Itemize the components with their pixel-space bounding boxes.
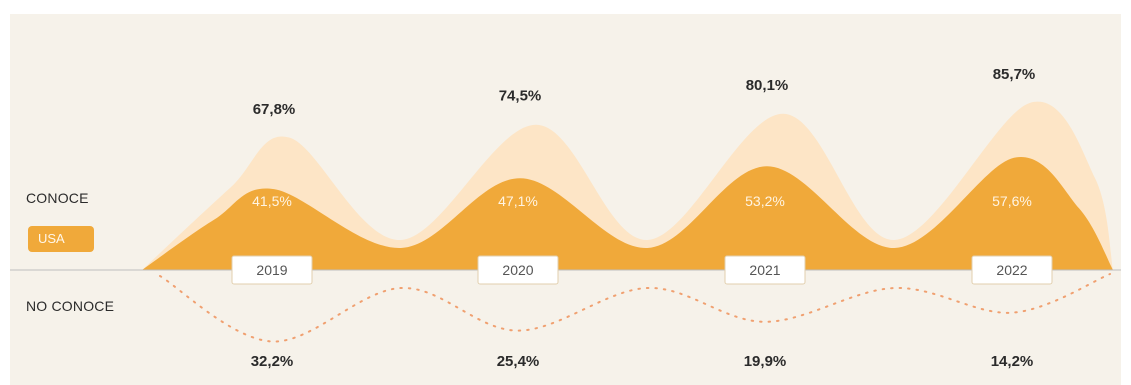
conoce-label: CONOCE xyxy=(26,190,89,206)
year-box-2021 xyxy=(724,255,806,285)
year-label-2021: 2021 xyxy=(749,262,780,278)
conoce-total-label-2021: 80,1% xyxy=(746,77,789,94)
conoce-total-label-2019: 67,8% xyxy=(253,101,296,118)
year-box-2020 xyxy=(477,255,559,285)
series-conoce-total-area xyxy=(142,101,1113,270)
no-conoce-value-label-2019: 32,2% xyxy=(251,353,294,370)
series-no-conoce-line xyxy=(159,273,1111,343)
chart-frame: 67,8% 41,5% 2019 32,2% 74,5% 47,1% 2020 25,4% 80… xyxy=(10,14,1121,385)
usa-value-label-2019: 41,5% xyxy=(252,193,292,209)
year-label-2020: 2020 xyxy=(502,262,533,278)
usa-value-label-2022: 57,6% xyxy=(992,193,1032,209)
usa-value-label-2021: 53,2% xyxy=(745,193,785,209)
year-label-2019: 2019 xyxy=(256,262,287,278)
legend-usa-badge: USA xyxy=(28,226,94,252)
no-conoce-value-label-2021: 19,9% xyxy=(744,353,787,370)
usa-value-label-2020: 47,1% xyxy=(498,193,538,209)
chart-canvas: 67,8% 41,5% 2019 32,2% 74,5% 47,1% 2020 25,4% 80… xyxy=(10,66,1121,370)
conoce-total-label-2022: 85,7% xyxy=(993,66,1036,83)
series-usa-area xyxy=(142,156,1113,270)
conoce-total-label-2020: 74,5% xyxy=(499,88,542,105)
year-box-2022 xyxy=(971,255,1053,285)
no-conoce-value-label-2022: 14,2% xyxy=(991,353,1034,370)
no-conoce-value-label-2020: 25,4% xyxy=(497,353,540,370)
no-conoce-label: NO CONOCE xyxy=(26,298,115,314)
year-box-2019 xyxy=(231,255,313,285)
year-label-2022: 2022 xyxy=(996,262,1027,278)
